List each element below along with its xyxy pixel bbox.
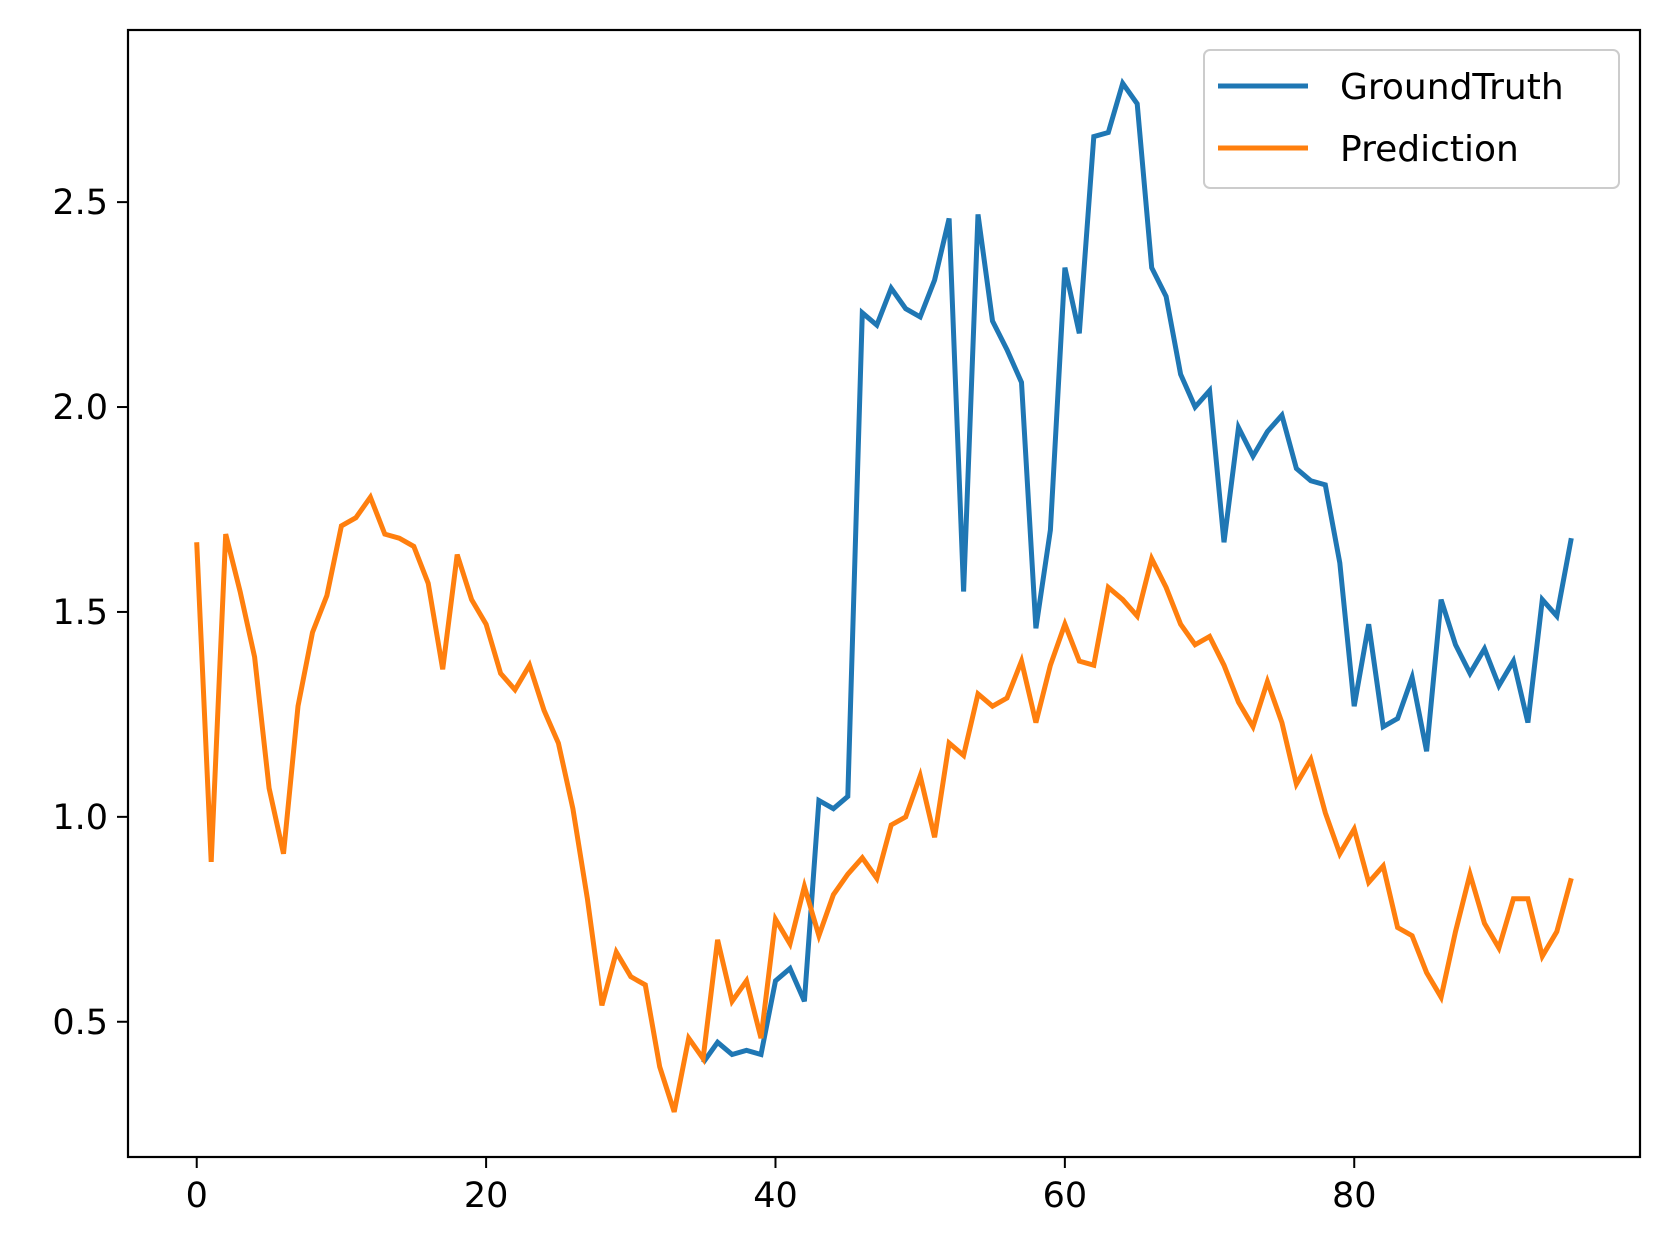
series-line-prediction (194, 491, 1574, 1113)
legend: GroundTruth Prediction (1203, 49, 1620, 189)
x-tick-label: 20 (464, 1176, 509, 1216)
series-line-groundtruth (701, 77, 1574, 1065)
y-axis: 0.5 1.0 1.5 2.0 2.5 (52, 183, 128, 1043)
y-tick-label: 1.5 (52, 593, 108, 633)
x-tick-label: 40 (753, 1176, 798, 1216)
legend-label-groundtruth: GroundTruth (1340, 67, 1564, 108)
y-tick-label: 1.0 (52, 798, 108, 838)
x-tick-label: 80 (1332, 1176, 1377, 1216)
y-tick-label: 2.5 (52, 183, 108, 223)
legend-label-prediction: Prediction (1340, 129, 1519, 170)
y-tick-label: 0.5 (52, 1003, 108, 1043)
y-tick-label: 2.0 (52, 388, 108, 428)
series-layer (194, 77, 1574, 1113)
x-tick-label: 0 (186, 1176, 208, 1216)
x-axis: 0 20 40 60 80 (186, 1157, 1377, 1216)
x-tick-label: 60 (1043, 1176, 1088, 1216)
axes-frame (126, 28, 1642, 1159)
plot-area (128, 30, 1640, 1157)
